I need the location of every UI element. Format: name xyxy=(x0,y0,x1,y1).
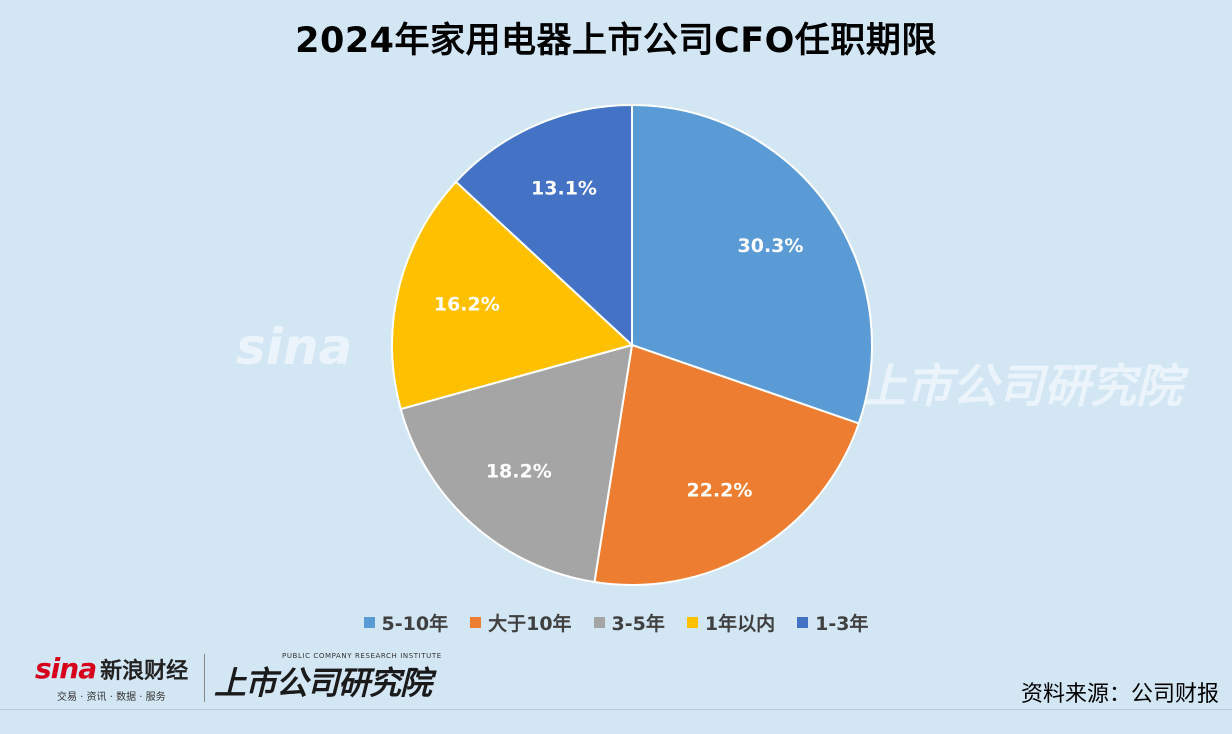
bottom-rule xyxy=(0,709,1232,710)
watermark-institute: 上市公司研究院 xyxy=(860,350,1182,416)
legend-swatch-2 xyxy=(593,617,605,628)
legend-item-1: 大于10年 xyxy=(470,609,572,636)
pie-slice-0 xyxy=(631,103,873,425)
sina-logo-word: sina xyxy=(35,652,97,685)
slice-data-label-2: 18.2% xyxy=(486,460,552,482)
institute-logo-cn: 上市公司研究院 xyxy=(214,664,432,702)
legend-label-4: 1-3年 xyxy=(815,613,869,635)
legend-label-1: 大于10年 xyxy=(488,613,572,635)
legend-swatch-1 xyxy=(470,617,482,628)
legend-label-0: 5-10年 xyxy=(381,613,449,635)
pie-slice-1 xyxy=(593,343,861,586)
data-source: 资料来源：公司财报 xyxy=(1020,682,1219,707)
sina-finance-logo: sina 新浪财经 交易 · 资讯 · 数据 · 服务 xyxy=(35,652,189,703)
slice-data-label-1: 22.2% xyxy=(686,479,752,501)
watermark-sina: sina xyxy=(236,318,352,376)
footer-divider xyxy=(204,654,205,702)
chart-title: 2024年家用电器上市公司CFO任职期限 xyxy=(295,21,937,61)
pie-slice-2 xyxy=(399,343,634,584)
sina-logo-cn: 新浪财经 xyxy=(100,658,189,684)
pie-chart: 30.3% 22.2% 18.2% 16.2% 13.1% xyxy=(391,103,873,586)
legend-label-2: 3-5年 xyxy=(611,613,665,635)
legend-swatch-3 xyxy=(686,617,698,628)
institute-logo-en: PUBLIC COMPANY RESEARCH INSTITUTE xyxy=(282,652,442,660)
watermark-brand: sina xyxy=(236,318,353,376)
slice-data-label-3: 16.2% xyxy=(434,293,500,315)
slice-data-label-0: 30.3% xyxy=(738,235,804,257)
legend-swatch-0 xyxy=(363,617,375,628)
chart-legend: 5-10年 大于10年 3-5年 1年以内 1-3年 xyxy=(0,609,1232,636)
sina-logo-tagline: 交易 · 资讯 · 数据 · 服务 xyxy=(57,692,166,703)
legend-item-0: 5-10年 xyxy=(363,609,449,636)
institute-logo: PUBLIC COMPANY RESEARCH INSTITUTE 上市公司研究… xyxy=(214,652,442,704)
legend-item-4: 1-3年 xyxy=(797,609,868,636)
pie-slice-4 xyxy=(454,103,633,348)
pie-slice-3 xyxy=(391,180,634,411)
legend-item-3: 1年以内 xyxy=(686,609,776,636)
slice-data-label-4: 13.1% xyxy=(531,178,597,200)
legend-swatch-4 xyxy=(797,617,809,628)
legend-item-2: 3-5年 xyxy=(593,609,665,636)
legend-label-3: 1年以内 xyxy=(704,613,776,635)
watermark-institute-text: 上市公司研究院 xyxy=(860,359,1182,413)
